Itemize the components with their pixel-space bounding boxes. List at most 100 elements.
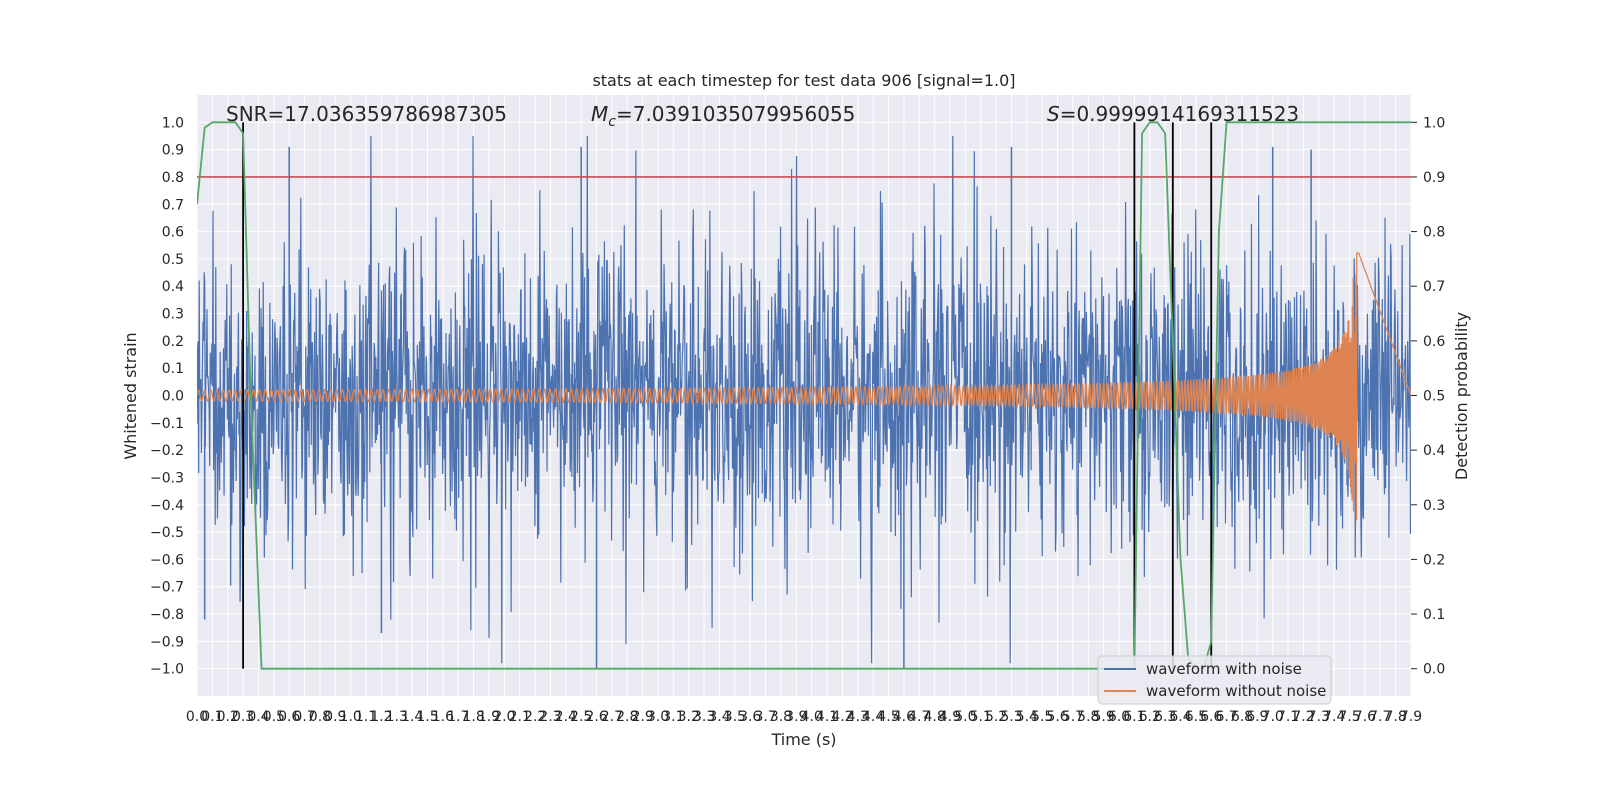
x-tick-label: 3.7 (754, 709, 776, 725)
x-tick-label: 4.1 (816, 709, 838, 725)
x-tick-label: 1.9 (478, 709, 500, 725)
y-tick-label-left: 0.8 (162, 170, 184, 186)
x-tick-label: 5.5 (1031, 709, 1053, 725)
x-tick-label: 3.5 (724, 709, 746, 725)
x-tick-label: 2.6 (585, 709, 607, 725)
x-tick-label: 2.5 (570, 709, 592, 725)
x-tick-label: 1.0 (340, 709, 362, 725)
x-tick-label: 4.9 (939, 709, 961, 725)
x-tick-label: 1.5 (416, 709, 438, 725)
y-tick-label-left: 0.2 (162, 334, 184, 350)
y-tick-label-left: −0.7 (150, 580, 184, 596)
y-tick-label-left: 0.1 (162, 361, 184, 377)
x-tick-label: 3.9 (785, 709, 807, 725)
y-tick-label-left: 0.0 (162, 389, 184, 405)
annotation-score: S=0.9999914169311523 (1047, 102, 1299, 126)
x-tick-label: 1.7 (447, 709, 469, 725)
x-tick-label: 4.3 (847, 709, 869, 725)
y-tick-label-left: 0.3 (162, 307, 184, 323)
x-tick-label: 0.5 (263, 709, 285, 725)
x-tick-label: 2.3 (539, 709, 561, 725)
probability-line (197, 121, 1411, 670)
series-waveform-without-noise (197, 252, 1411, 521)
x-tick-label: 2.1 (509, 709, 531, 725)
x-tick-label: 5.4 (1016, 709, 1038, 725)
y-tick-label-right: 0.2 (1423, 552, 1445, 568)
x-tick-label: 4.4 (862, 709, 884, 725)
y-tick-label-left: −0.3 (150, 470, 184, 486)
x-tick-label: 6.6 (1200, 709, 1222, 725)
x-tick-label: 5.6 (1046, 709, 1068, 725)
legend-label-clean: waveform without noise (1146, 682, 1326, 700)
x-tick-label: 0.2 (217, 709, 239, 725)
y-tick-label-left: 0.4 (162, 279, 184, 295)
chart-title: stats at each timestep for test data 906… (592, 71, 1015, 90)
mc-subscript: c (608, 114, 616, 130)
x-tick-label: 6.2 (1139, 709, 1161, 725)
x-tick-label: 6.9 (1246, 709, 1268, 725)
x-tick-label: 5.0 (954, 709, 976, 725)
x-tick-label: 7.5 (1338, 709, 1360, 725)
x-tick-label: 4.5 (877, 709, 899, 725)
x-tick-label: 6.0 (1108, 709, 1130, 725)
plot-area (197, 121, 1411, 670)
x-tick-label: 2.7 (601, 709, 623, 725)
chirp-waveform-line (197, 252, 1411, 521)
x-tick-label: 7.3 (1308, 709, 1330, 725)
x-tick-label: 3.4 (708, 709, 730, 725)
x-tick-label: 3.6 (739, 709, 761, 725)
x-tick-label: 0.6 (278, 709, 300, 725)
x-tick-label: 6.7 (1215, 709, 1237, 725)
x-tick-label: 3.8 (770, 709, 792, 725)
y-tick-label-left: 1.0 (162, 115, 184, 131)
x-tick-label: 6.1 (1123, 709, 1145, 725)
y-tick-label-left: −0.4 (150, 498, 184, 514)
mc-value: =7.0391035079956055 (616, 102, 855, 126)
y-tick-label-left: −0.1 (150, 416, 184, 432)
x-tick-label: 7.2 (1292, 709, 1314, 725)
y-tick-label-right: 0.9 (1423, 170, 1445, 186)
s-value: =0.9999914169311523 (1060, 102, 1299, 126)
x-tick-label: 5.8 (1077, 709, 1099, 725)
y-tick-label-right: 0.4 (1423, 443, 1445, 459)
x-tick-label: 0.8 (309, 709, 331, 725)
vertical-markers (242, 122, 1213, 669)
x-tick-label: 2.4 (555, 709, 577, 725)
s-symbol: S (1047, 102, 1060, 126)
x-tick-label: 7.8 (1385, 709, 1407, 725)
x-tick-label: 2.9 (632, 709, 654, 725)
y-tick-label-left: 0.5 (162, 252, 184, 268)
x-tick-label: 5.9 (1093, 709, 1115, 725)
y-tick-label-right: 0.5 (1423, 389, 1445, 405)
y-tick-label-right: 0.8 (1423, 225, 1445, 241)
y-tick-label-left: −0.9 (150, 634, 184, 650)
x-tick-label: 5.2 (985, 709, 1007, 725)
x-tick-label: 4.0 (801, 709, 823, 725)
x-tick-label: 3.2 (678, 709, 700, 725)
annotation-chirp-mass: Mc=7.0391035079956055 (591, 102, 855, 130)
y-tick-label-left: 0.7 (162, 197, 184, 213)
x-axis-label: Time (s) (770, 730, 836, 749)
y-tick-label-right: 0.6 (1423, 334, 1445, 350)
y-tick-label-left: −0.5 (150, 525, 184, 541)
x-tick-label: 5.1 (970, 709, 992, 725)
y-tick-labels-left: −1.0 −0.9 −0.8 −0.7 −0.6 −0.5 −0.4 −0.3 −0.2 −0.1… (150, 115, 184, 677)
x-tick-label: 1.4 (401, 709, 423, 725)
y-tick-labels-right: 0.0 0.1 0.2 0.3 0.4 0.5 0.6 0.7 0.8 0.9 1.0 (1411, 115, 1445, 678)
y-axis-label-right: Detection probability (1452, 312, 1471, 480)
mc-symbol: M (591, 102, 608, 126)
y-axis-label-left: Whitened strain (121, 332, 140, 459)
legend: waveform with noise waveform without noi… (1097, 655, 1332, 705)
x-tick-label: 7.1 (1277, 709, 1299, 725)
x-tick-label: 6.4 (1169, 709, 1191, 725)
x-tick-label: 2.0 (493, 709, 515, 725)
x-tick-label: 6.5 (1185, 709, 1207, 725)
x-tick-label: 0.1 (201, 709, 223, 725)
x-tick-label: 4.6 (893, 709, 915, 725)
x-tick-label: 4.7 (908, 709, 930, 725)
x-tick-label: 0.7 (293, 709, 315, 725)
series-detection-probability (197, 121, 1411, 670)
x-tick-label: 1.3 (386, 709, 408, 725)
y-tick-label-left: −0.6 (150, 552, 184, 568)
